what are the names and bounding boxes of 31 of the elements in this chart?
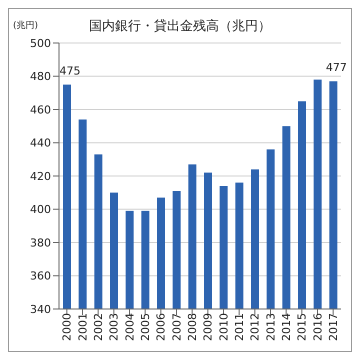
x-tick-label: 2006	[154, 313, 168, 341]
y-axis-title: (兆円)	[13, 20, 38, 32]
y-tick-label: 500	[30, 36, 51, 50]
y-tick-label: 340	[30, 302, 51, 316]
x-tick-label: 2011	[232, 313, 246, 341]
y-tick-label: 360	[30, 270, 51, 283]
x-tick-label: 2012	[248, 313, 262, 341]
y-tick-label: 380	[30, 236, 51, 250]
x-tick-label: 2015	[296, 313, 309, 341]
y-tick-label: 420	[30, 170, 51, 183]
x-tick-label: 2013	[264, 313, 278, 341]
x-tick-label: 2016	[311, 313, 324, 341]
data-label: 475	[60, 64, 80, 78]
x-tick-label: 2017	[326, 313, 340, 341]
y-tick-label: 400	[30, 203, 51, 216]
y-tick-label: 480	[30, 70, 51, 84]
x-tick-label: 2004	[123, 313, 136, 341]
x-tick-label: 2010	[217, 313, 230, 341]
y-tick-label: 460	[30, 103, 51, 116]
x-tick-label: 2014	[280, 313, 293, 341]
x-tick-label: 2003	[108, 313, 121, 341]
x-tick-label: 2005	[138, 313, 152, 341]
x-tick-label: 2000	[60, 313, 74, 341]
x-tick-label: 2009	[202, 313, 215, 341]
y-tick-label: 440	[30, 136, 51, 150]
x-tick-label: 2002	[92, 313, 105, 341]
x-tick-label: 2001	[76, 313, 90, 341]
x-tick-label: 2008	[186, 313, 199, 341]
x-tick-label: 2007	[170, 313, 184, 341]
chart-title: 国内銀行・貸出金残高（兆円）	[89, 19, 271, 34]
data-label: 477	[326, 61, 347, 74]
